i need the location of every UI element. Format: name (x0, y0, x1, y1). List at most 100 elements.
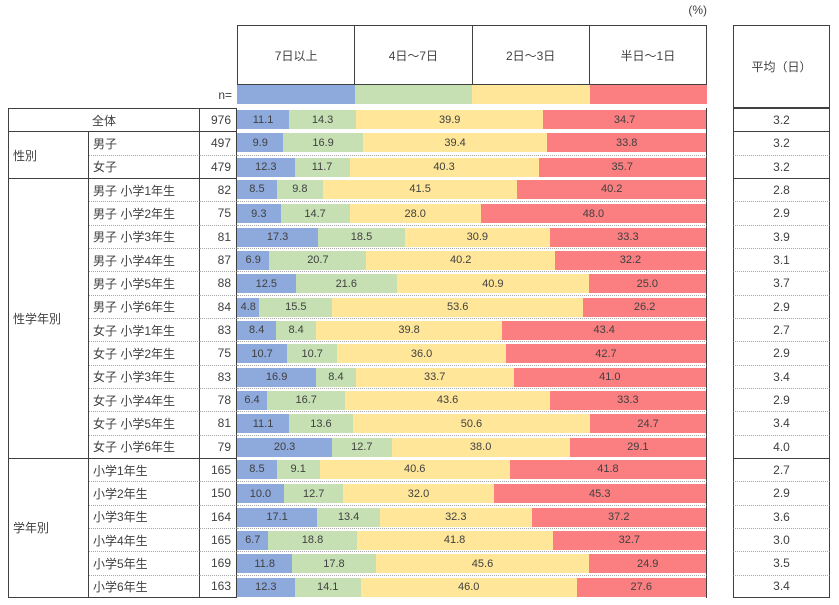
row-group: 性別 男子 497 9.9 16.9 39.4 33.8 3.2 女子 479 12.3 11.7 40… (8, 131, 830, 178)
bar-segment-1: 21.6 (295, 274, 397, 294)
bar-segment-3: 40.2 (517, 179, 706, 199)
bar-segment-3: 33.8 (547, 133, 706, 153)
row-average: 4.0 (733, 434, 830, 458)
bar-segment-1: 8.4 (316, 367, 356, 387)
stacked-bar: 6.9 20.7 40.2 32.2 (237, 250, 706, 270)
stacked-bar: 10.7 10.7 36.0 42.7 (237, 344, 706, 364)
column-gap (707, 458, 733, 481)
row-label: 男子 小学4年生 (89, 247, 200, 272)
bar-segment-3: 25.0 (588, 274, 706, 294)
bar-segment-2: 40.2 (366, 250, 555, 270)
group-label: 学年別 (8, 457, 89, 598)
row-bar: 11.8 17.8 45.6 24.9 (237, 551, 707, 575)
row-n-value: 75 (200, 201, 237, 225)
column-gap (707, 505, 733, 528)
bar-segment-2: 39.4 (362, 133, 548, 153)
row-average: 3.4 (733, 574, 830, 598)
row-group: 性学年別 男子 小学1年生 82 8.5 9.8 41.5 40.2 2.8 男子 小学2年生 7… (8, 177, 830, 458)
bar-segment-1: 9.1 (276, 459, 320, 479)
column-gap (707, 201, 733, 224)
bar-segment-3: 48.0 (480, 204, 706, 224)
bar-segment-1: 14.3 (289, 110, 357, 129)
column-gap (707, 341, 733, 364)
column-gap (707, 575, 733, 598)
column-gap (707, 155, 733, 178)
row-bar: 4.8 15.5 53.6 26.2 (237, 294, 707, 318)
stacked-bar: 4.8 15.5 53.6 26.2 (237, 297, 707, 317)
bar-segment-0: 8.5 (237, 459, 277, 479)
bar-segment-2: 28.0 (349, 204, 481, 224)
bar-segment-0: 10.7 (237, 344, 288, 364)
row-bar: 8.4 8.4 39.8 43.4 (237, 317, 707, 342)
bar-segment-2: 39.8 (315, 320, 503, 340)
bar-segment-1: 13.6 (289, 414, 353, 434)
row-bar: 10.0 12.7 32.0 45.3 (237, 481, 707, 505)
row-bar: 8.5 9.8 41.5 40.2 (237, 177, 707, 202)
row-bar: 16.9 8.4 33.7 41.0 (237, 364, 707, 388)
stacked-bar: 8.5 9.1 40.6 41.8 (237, 459, 706, 479)
bar-segment-1: 16.7 (267, 390, 346, 410)
row-label: 男子 小学6年生 (89, 294, 200, 318)
bar-segment-2: 39.9 (356, 110, 544, 129)
column-gap (707, 481, 733, 504)
row-label: 男子 小学5年生 (89, 271, 200, 295)
bar-segment-3: 24.9 (589, 554, 706, 574)
bar-segment-2: 33.7 (355, 367, 514, 387)
row-n-value: 164 (200, 504, 237, 528)
bar-segment-0: 8.5 (237, 179, 277, 199)
bar-segment-2: 45.6 (375, 554, 590, 574)
row-n-value: 165 (200, 527, 237, 552)
row-label: 小学2年生 (89, 481, 200, 505)
row-n-value: 81 (200, 224, 237, 248)
row-bar: 8.5 9.1 40.6 41.8 (237, 457, 707, 482)
row-bar: 6.7 18.8 41.8 32.7 (237, 527, 707, 552)
legend-color-band (237, 85, 707, 104)
bar-segment-0: 9.3 (237, 204, 281, 224)
row-label: 小学5年生 (89, 551, 200, 575)
row-bar: 11.1 13.6 50.6 24.7 (237, 411, 707, 435)
row-average: 3.9 (733, 224, 830, 248)
stacked-bar: 17.3 18.5 30.9 33.3 (237, 227, 706, 247)
row-average: 3.4 (733, 364, 830, 388)
bar-segment-0: 11.1 (237, 414, 290, 434)
bar-segment-3: 24.7 (590, 414, 706, 434)
row-average: 3.0 (733, 527, 830, 552)
row-n-value: 165 (200, 457, 237, 482)
column-gap (707, 365, 733, 388)
row-n-value: 84 (200, 294, 237, 318)
row-label: 小学1年生 (89, 457, 200, 482)
row-n-value: 82 (200, 177, 237, 202)
stacked-bar: 9.9 16.9 39.4 33.8 (237, 133, 706, 153)
percent-unit-label: (%) (688, 3, 707, 17)
stacked-bar-table: 全体 976 11.1 14.3 39.9 34.7 3.2 性別 男子 497 9.9 16.9 39… (8, 108, 830, 598)
bar-segment-0: 12.5 (237, 274, 296, 294)
row-n-value: 87 (200, 247, 237, 272)
row-n-value: 83 (200, 317, 237, 342)
row-label: 全体 (8, 108, 200, 132)
row-n-value: 169 (200, 551, 237, 575)
bar-segment-2: 41.5 (322, 179, 518, 199)
bar-segment-3: 27.6 (576, 577, 706, 597)
stacked-bar: 16.9 8.4 33.7 41.0 (237, 367, 706, 387)
bar-segment-0: 16.9 (237, 367, 317, 387)
bar-segment-2: 40.6 (319, 459, 510, 479)
row-n-value: 497 (200, 131, 237, 155)
row-bar: 17.1 13.4 32.3 37.2 (237, 504, 707, 528)
bar-segment-1: 12.7 (332, 437, 392, 457)
row-bar: 6.9 20.7 40.2 32.2 (237, 247, 707, 272)
row-average: 3.2 (733, 131, 830, 155)
column-gap (707, 248, 733, 271)
bar-segment-3: 43.4 (502, 320, 706, 340)
legend-swatch-7days-plus (237, 85, 355, 104)
group-label: 性学年別 (8, 177, 89, 458)
bar-segment-0: 9.9 (237, 133, 284, 153)
legend-swatch-4to7days (354, 85, 472, 104)
bar-segment-0: 10.0 (237, 484, 284, 504)
bar-segment-3: 35.7 (538, 157, 706, 177)
stacked-bar: 11.1 13.6 50.6 24.7 (237, 414, 706, 434)
column-gap (707, 271, 733, 294)
bar-segment-3: 33.3 (549, 390, 706, 410)
stacked-bar: 12.5 21.6 40.9 25.0 (237, 274, 706, 294)
row-bar: 12.3 11.7 40.3 35.7 (237, 154, 707, 178)
row-bar: 12.3 14.1 46.0 27.6 (237, 574, 707, 598)
